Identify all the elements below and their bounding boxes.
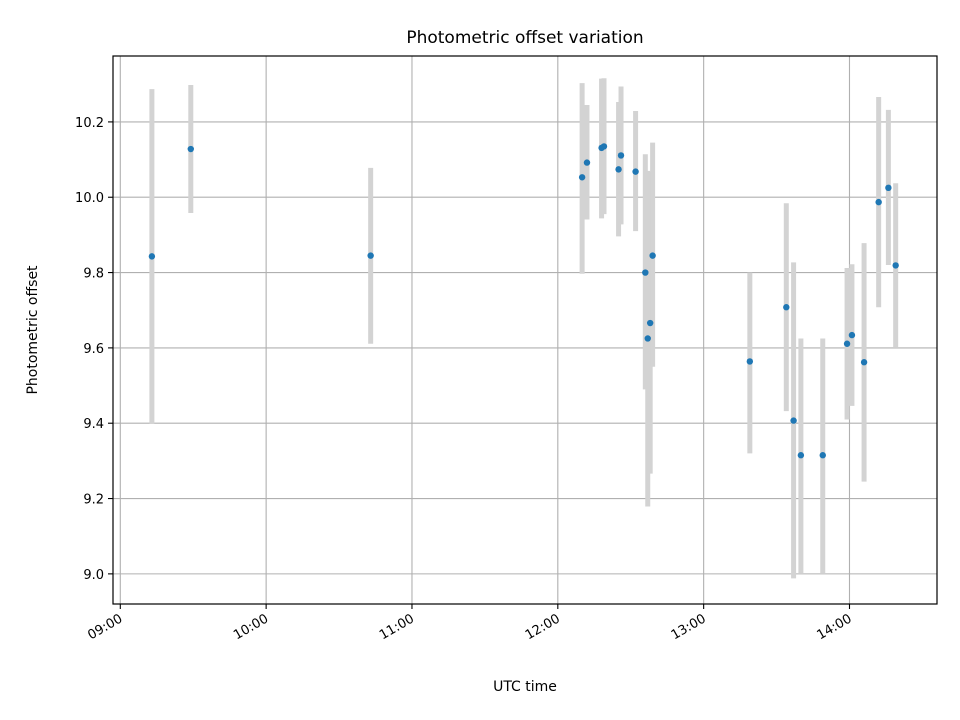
y-tick-label: 10.0	[75, 191, 104, 206]
y-axis-ticks: 9.0 9.2 9.4 9.6 9.8 10.0 10.2	[75, 116, 113, 583]
data-point	[819, 452, 826, 459]
data-point	[578, 174, 586, 181]
y-axis-label: Photometric offset	[25, 265, 41, 395]
data-point	[187, 145, 194, 153]
data-point	[367, 252, 374, 259]
data-point	[642, 269, 649, 276]
data-point	[148, 253, 156, 260]
data-point	[649, 252, 656, 259]
data-point	[848, 331, 856, 339]
data-point	[583, 159, 591, 166]
chart-title: Photometric offset variation	[406, 28, 643, 48]
y-tick-label: 9.8	[83, 267, 104, 282]
y-tick-label: 9.4	[83, 417, 104, 432]
y-tick-label: 10.2	[75, 116, 104, 131]
data-point	[600, 143, 608, 150]
y-tick-label: 9.2	[83, 493, 104, 508]
data-point	[746, 358, 754, 365]
x-axis-label: UTC time	[493, 679, 557, 695]
data-point	[644, 335, 651, 342]
data-points	[148, 143, 899, 459]
data-point	[617, 152, 625, 159]
data-point	[790, 417, 797, 424]
data-point	[860, 359, 868, 366]
data-point	[646, 319, 654, 327]
data-point	[632, 168, 639, 175]
plot-frame	[112, 55, 938, 605]
y-tick-label: 9.6	[83, 342, 104, 357]
data-point	[615, 166, 622, 173]
data-point	[892, 262, 899, 269]
data-point	[783, 304, 790, 311]
data-point	[885, 184, 892, 192]
data-point	[843, 340, 851, 347]
data-point	[797, 452, 805, 459]
data-point	[875, 198, 882, 206]
y-tick-label: 9.0	[83, 568, 104, 583]
